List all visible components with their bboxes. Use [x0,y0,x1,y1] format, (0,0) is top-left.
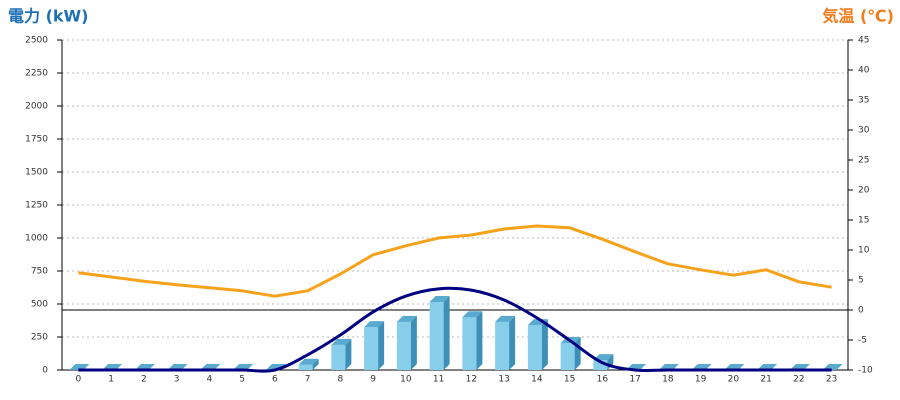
line [78,224,832,298]
y-tick-label: 1500 [25,168,48,178]
x-tick-label: 15 [564,375,575,385]
bar [298,364,313,370]
x-tick-label: 8 [338,375,344,385]
bar [527,325,542,370]
x-tick-label: 17 [629,375,640,385]
y2-tick-label: 25 [858,156,869,166]
x-tick-label: 13 [498,375,509,385]
y-tick-label: 500 [31,300,48,310]
y2-tick-label: 0 [858,306,864,316]
bar-top [462,311,483,318]
bar [560,342,575,370]
y2-tick-label: 40 [858,66,870,76]
x-tick-label: 1 [108,375,114,385]
x-tick-label: 20 [728,375,740,385]
bar-top [298,358,319,365]
y2-tick-label: 10 [858,246,870,256]
bar-side [312,358,319,370]
x-tick-label: 14 [531,375,543,385]
bar-side [443,296,450,370]
bar-top [364,321,385,328]
x-tick-label: 21 [760,375,771,385]
x-tick-label: 2 [141,375,147,385]
bar-side [378,321,385,370]
x-tick-label: 22 [793,375,804,385]
x-tick-label: 18 [662,375,674,385]
y2-tick-label: 35 [858,96,869,106]
bar [396,321,411,370]
x-tick-label: 10 [400,375,412,385]
y-tick-label: 2000 [25,102,48,112]
y2-tick-label: 5 [858,276,864,286]
y-axis-title: 電力 (kW) [8,7,89,26]
x-tick-label: 23 [826,375,837,385]
bar [429,302,444,370]
y-tick-label: 1750 [25,135,48,145]
y-tick-label: 1000 [25,234,48,244]
x-tick-label: 7 [305,375,311,385]
y-tick-label: 250 [31,333,48,343]
bar-top [593,354,614,361]
x-tick-label: 5 [239,375,245,385]
bar [462,317,477,370]
y2-tick-label: -10 [858,366,873,376]
y2-tick-label: -5 [858,336,867,346]
y-tick-label: 2500 [25,36,48,46]
bar-side [345,338,352,370]
y2-axis-title: 気温 (℃) [822,7,894,26]
bar-side [541,319,548,370]
x-tick-label: 16 [597,375,609,385]
bar [495,321,510,370]
x-tick-label: 11 [433,375,444,385]
bar-top [396,315,417,322]
y2-tick-label: 20 [858,186,870,196]
x-tick-label: 0 [76,375,82,385]
y-tick-label: 0 [42,366,48,376]
bar [331,344,346,370]
y-tick-label: 2250 [25,69,48,79]
bar [593,360,608,370]
y-tick-label: 1250 [25,201,48,211]
bar [364,327,379,370]
bar-top [429,296,450,303]
x-tick-label: 19 [695,375,707,385]
x-tick-label: 6 [272,375,278,385]
x-tick-label: 4 [207,375,213,385]
y2-tick-label: 45 [858,36,869,46]
bar-top [495,315,516,322]
bar-side [509,315,516,370]
y2-tick-label: 15 [858,216,869,226]
bar-side [476,311,483,370]
bar-top [331,338,352,345]
y-tick-label: 750 [31,267,48,277]
x-tick-label: 9 [370,375,376,385]
x-tick-label: 12 [466,375,477,385]
y2-tick-label: 30 [858,126,870,136]
x-tick-label: 3 [174,375,180,385]
line [78,286,832,373]
bar-side [410,315,417,370]
